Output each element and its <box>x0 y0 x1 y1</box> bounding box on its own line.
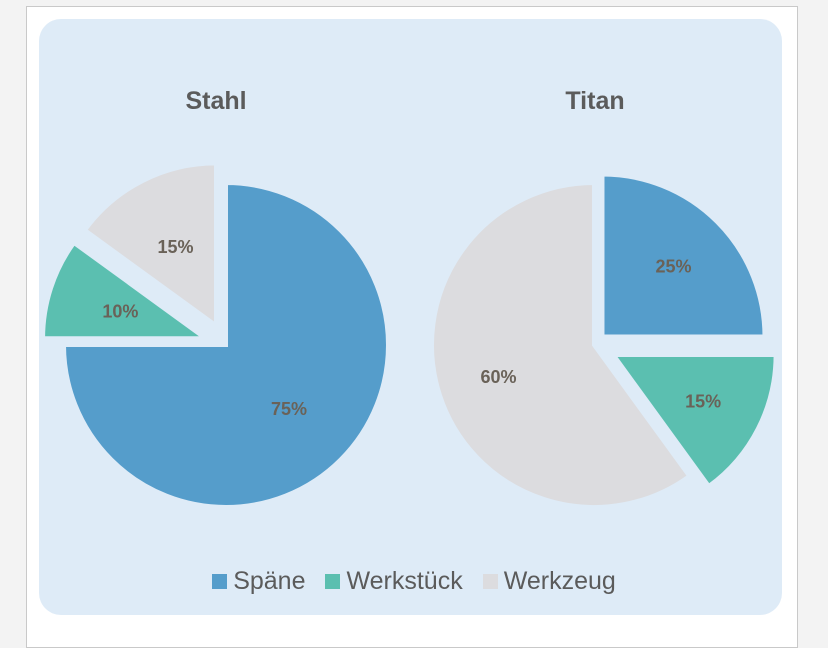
legend-label-werkzeug: Werkzeug <box>503 567 616 595</box>
pie-slice-titan-werkzeug <box>430 180 693 509</box>
legend-item-werkstueck[interactable]: Werkstück <box>325 567 463 596</box>
legend-swatch-werkzeug <box>482 574 498 589</box>
legend-label-werkstueck: Werkstück <box>346 567 463 595</box>
pie-slice-stahl-werkstueck <box>41 240 212 341</box>
legend-swatch-spaene <box>212 574 228 589</box>
slice-label-titan-werkstueck: 15% <box>685 392 721 412</box>
legend-label-spaene: Späne <box>233 567 306 595</box>
legend-swatch-werkstueck <box>325 574 341 589</box>
legend-item-spaene[interactable]: Späne <box>212 567 305 596</box>
pie-slice-stahl-spaene <box>61 180 390 509</box>
chart-title-titan: Titan <box>565 87 624 115</box>
pie-slice-titan-spaene <box>600 172 767 339</box>
pie-charts-canvas: Stahl Titan 75% 10% 15% 25% 15% 60% <box>41 87 778 509</box>
pie-slice-stahl-werkzeug <box>82 161 219 330</box>
pie-chart-stahl: 75% 10% 15% <box>41 161 390 509</box>
slice-label-stahl-werkzeug: 15% <box>158 237 194 257</box>
slice-label-stahl-spaene: 75% <box>271 399 307 419</box>
chart-title-stahl: Stahl <box>185 87 246 115</box>
legend: Späne Werkstück Werkzeug <box>0 567 828 596</box>
slice-label-titan-spaene: 25% <box>655 256 691 276</box>
slice-label-titan-werkzeug: 60% <box>480 367 516 387</box>
legend-item-werkzeug[interactable]: Werkzeug <box>482 567 616 596</box>
slice-label-stahl-werkstueck: 10% <box>102 302 138 322</box>
pie-slice-titan-werkstueck <box>609 352 778 489</box>
pie-chart-titan: 25% 15% 60% <box>430 172 778 509</box>
